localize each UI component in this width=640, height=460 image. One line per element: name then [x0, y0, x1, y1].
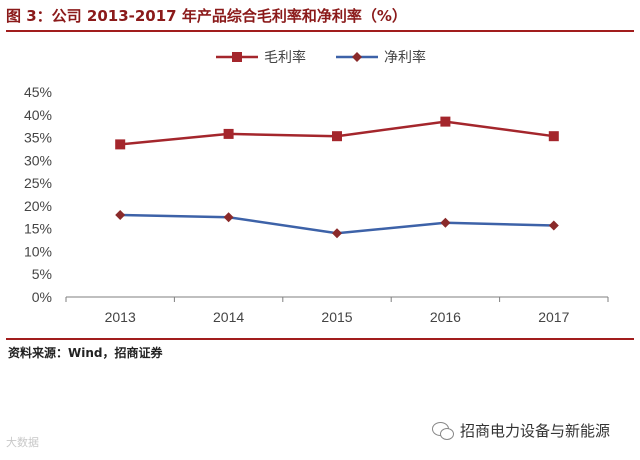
- data-point: [548, 220, 559, 231]
- data-point: [223, 212, 234, 223]
- x-axis-labels: 2013 2014 2015 2016 2017: [105, 309, 570, 325]
- figure-title: 图 3：公司 2013-2017 年产品综合毛利率和净利率（%）: [6, 7, 407, 25]
- legend-label: 净利率: [384, 49, 426, 66]
- x-tick-label: 2016: [430, 309, 461, 325]
- line-chart: 0%5%10%15%20%25%30%35%40%45% 2013 2014 201…: [24, 49, 609, 325]
- data-point: [440, 116, 451, 127]
- x-axis-ticks: [65, 297, 609, 302]
- y-tick-label: 45%: [24, 84, 52, 100]
- source-divider: [6, 338, 634, 340]
- data-point: [115, 210, 126, 220]
- chart-legend: 毛利率 净利率: [216, 49, 426, 66]
- y-tick-label: 5%: [32, 266, 52, 282]
- y-tick-label: 20%: [24, 198, 52, 214]
- data-point: [332, 131, 342, 142]
- legend-marker: [352, 52, 362, 62]
- x-tick-label: 2017: [538, 309, 569, 325]
- title-divider: [6, 30, 634, 32]
- wechat-icon: [432, 421, 454, 440]
- y-tick-label: 15%: [24, 221, 52, 237]
- x-tick-label: 2013: [105, 309, 136, 325]
- y-tick-label: 25%: [24, 175, 52, 191]
- source-note: 资料来源：Wind，招商证券: [8, 346, 163, 360]
- y-tick-label: 30%: [24, 152, 52, 168]
- y-tick-label: 10%: [24, 243, 52, 259]
- data-point: [548, 131, 559, 142]
- x-tick-label: 2014: [213, 309, 244, 325]
- y-tick-label: 40%: [24, 107, 52, 123]
- watermark-right: 招商电力设备与新能源: [432, 420, 610, 441]
- y-axis-labels: 0% 5% 10% 15% 20% 25% 30% 35% 40% 45%: [24, 84, 52, 305]
- x-tick-label: 2015: [321, 309, 352, 325]
- y-tick-label: 0%: [32, 289, 52, 305]
- watermark-right-text: 招商电力设备与新能源: [460, 422, 611, 440]
- series-markers: [115, 116, 559, 239]
- data-point: [223, 128, 234, 139]
- data-point: [332, 228, 342, 239]
- watermark-left: 大数据: [6, 436, 39, 449]
- legend-label: 毛利率: [264, 49, 306, 66]
- legend-marker: [232, 52, 242, 62]
- data-point: [440, 217, 451, 228]
- data-point: [115, 139, 126, 150]
- y-tick-label: 35%: [24, 130, 52, 146]
